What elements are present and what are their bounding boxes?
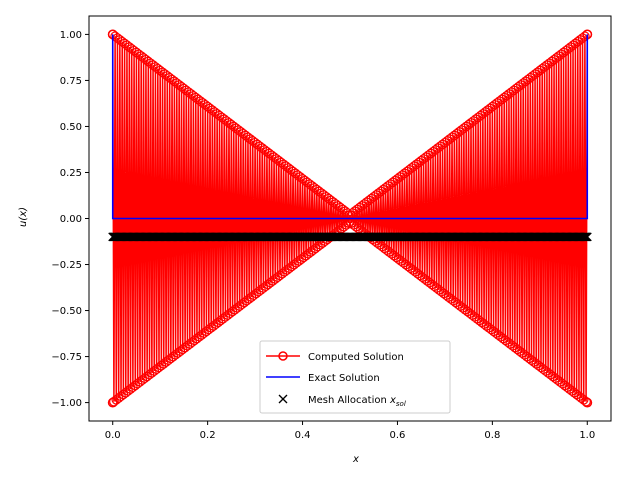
exact-solution-line xyxy=(111,34,589,220)
legend-mesh-marker xyxy=(278,394,288,404)
computed-solution-line xyxy=(111,34,589,402)
legend-mesh-label: Mesh Allocation xsol xyxy=(308,395,406,408)
x-tick-label: 0.0 xyxy=(105,430,121,441)
x-tick-label: 0.8 xyxy=(484,430,500,441)
mesh-allocation-markers xyxy=(108,232,592,242)
legend-exact-label: Exact Solution xyxy=(308,373,380,384)
legend-computed-label: Computed Solution xyxy=(308,352,404,363)
legend: Computed Solution Exact Solution Mesh Al… xyxy=(259,340,451,414)
y-tick-label: 0.00 xyxy=(60,214,82,225)
y-axis-label: u(x) xyxy=(18,207,29,227)
computed-endpoint-marker-1 xyxy=(107,397,118,408)
y-axis-ticks: −1.00 −0.75 −0.50 −0.25 0.00 0.25 0.50 0.75 1.00 xyxy=(51,30,89,409)
y-tick-label: −1.00 xyxy=(51,398,82,409)
computed-endpoint-marker-3 xyxy=(582,397,593,408)
y-tick-label: 1.00 xyxy=(60,30,82,41)
y-tick-label: 0.50 xyxy=(60,122,82,133)
x-tick-label: 1.0 xyxy=(579,430,595,441)
y-tick-label: 0.25 xyxy=(60,168,82,179)
x-tick-label: 0.4 xyxy=(295,430,311,441)
plot-area xyxy=(107,29,593,408)
y-tick-label: −0.50 xyxy=(51,306,82,317)
x-axis-label: x xyxy=(352,454,359,465)
y-tick-label: −0.25 xyxy=(51,260,82,271)
y-tick-label: −0.75 xyxy=(51,352,82,363)
x-tick-label: 0.2 xyxy=(200,430,216,441)
legend-box xyxy=(259,340,451,414)
x-tick-label: 0.6 xyxy=(390,430,406,441)
y-tick-label: 0.75 xyxy=(60,76,82,87)
x-axis-ticks: 0.0 0.2 0.4 0.6 0.8 1.0 xyxy=(105,421,595,441)
legend-computed-marker xyxy=(278,351,288,361)
